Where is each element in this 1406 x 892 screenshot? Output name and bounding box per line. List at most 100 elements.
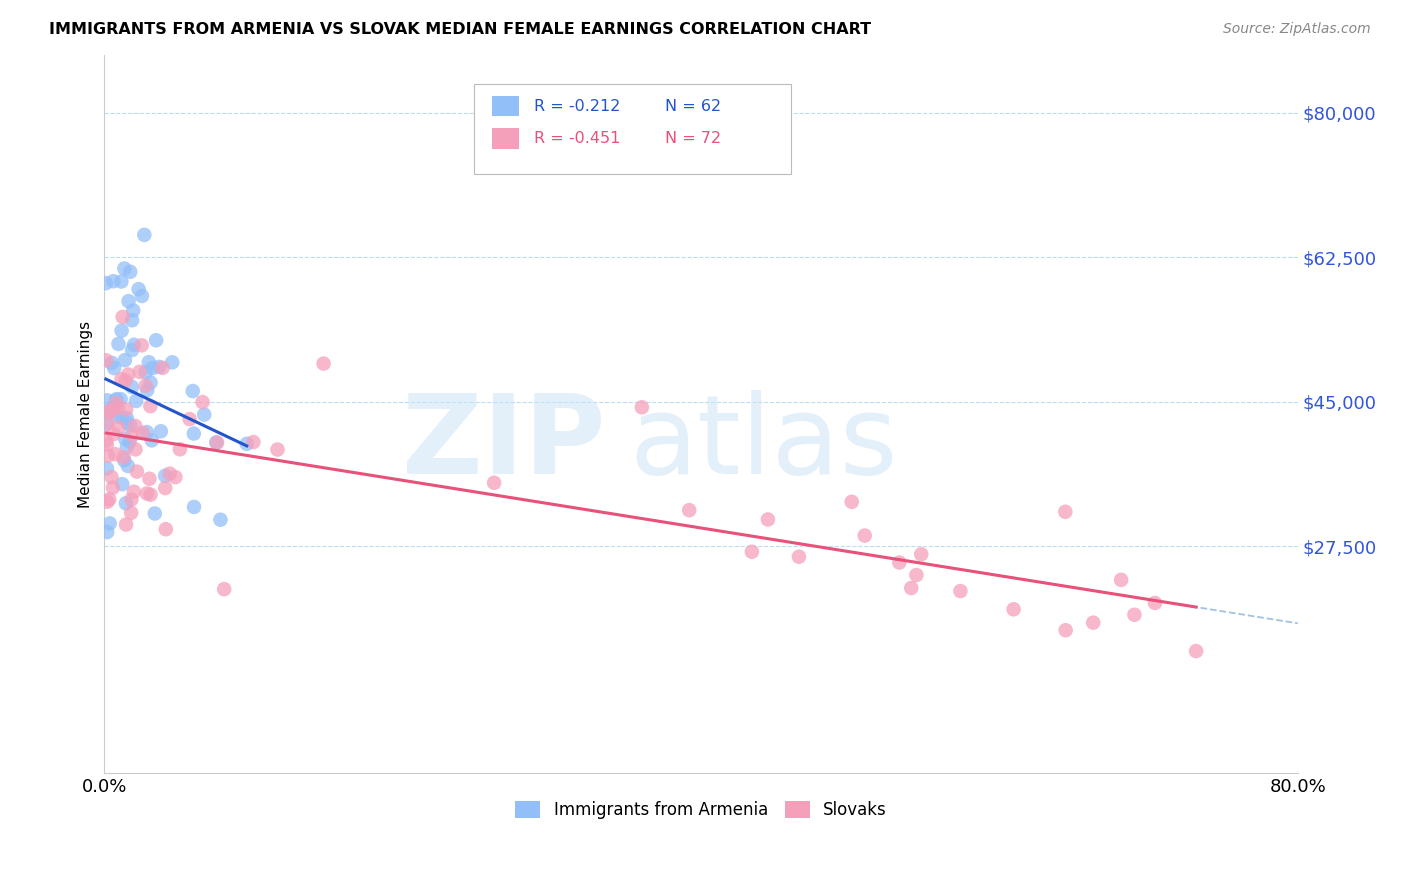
Point	[756, 512, 779, 526]
Point	[183, 500, 205, 514]
Point	[96, 525, 118, 540]
Point	[100, 404, 122, 418]
Point	[121, 428, 143, 442]
Point	[111, 477, 134, 491]
Point	[120, 492, 142, 507]
Point	[193, 408, 215, 422]
Point	[114, 353, 136, 368]
Point	[120, 506, 142, 520]
Point	[94, 276, 117, 290]
Point	[101, 356, 124, 370]
Point	[97, 405, 120, 419]
Point	[1185, 644, 1208, 658]
Point	[1054, 624, 1077, 638]
Point	[121, 313, 143, 327]
Point	[145, 333, 167, 347]
Point	[112, 450, 135, 465]
Point	[678, 503, 700, 517]
Y-axis label: Median Female Earnings: Median Female Earnings	[79, 321, 93, 508]
Point	[117, 294, 139, 309]
Point	[117, 368, 139, 382]
Point	[103, 427, 125, 442]
Point	[949, 584, 972, 599]
Point	[114, 374, 136, 388]
Point	[631, 401, 654, 415]
Point	[107, 421, 129, 435]
Point	[139, 376, 162, 390]
Point	[143, 507, 166, 521]
Point	[112, 261, 135, 276]
Legend: Immigrants from Armenia, Slovaks: Immigrants from Armenia, Slovaks	[509, 795, 893, 826]
Point	[110, 275, 132, 289]
Point	[266, 442, 288, 457]
Point	[94, 417, 117, 431]
FancyBboxPatch shape	[492, 96, 519, 116]
Point	[205, 435, 228, 450]
Point	[105, 396, 128, 410]
Point	[117, 416, 139, 430]
Point	[853, 528, 876, 542]
FancyBboxPatch shape	[474, 84, 790, 174]
Point	[148, 359, 170, 374]
Point	[111, 310, 134, 324]
Point	[134, 227, 156, 242]
Point	[105, 409, 128, 423]
Point	[115, 411, 138, 425]
Text: R = -0.212: R = -0.212	[534, 99, 620, 113]
Point	[101, 481, 124, 495]
Point	[149, 424, 172, 438]
Point	[120, 265, 142, 279]
Point	[482, 475, 505, 490]
Point	[112, 453, 135, 467]
Point	[100, 470, 122, 484]
Point	[121, 380, 143, 394]
Point	[115, 496, 138, 510]
Point	[118, 434, 141, 449]
Point	[312, 357, 335, 371]
Point	[128, 365, 150, 379]
Text: R = -0.451: R = -0.451	[534, 131, 620, 146]
Point	[105, 392, 128, 406]
Point	[179, 412, 201, 426]
Point	[104, 447, 127, 461]
Point	[153, 468, 176, 483]
Point	[152, 360, 174, 375]
Point	[98, 492, 121, 507]
Point	[155, 481, 177, 495]
Point	[141, 361, 163, 376]
Point	[1054, 505, 1077, 519]
Point	[242, 435, 264, 450]
Point	[905, 568, 928, 582]
Point	[96, 353, 118, 368]
Point	[125, 394, 148, 409]
Point	[141, 434, 163, 448]
Point	[1123, 607, 1146, 622]
Text: N = 62: N = 62	[665, 99, 721, 113]
Text: atlas: atlas	[630, 390, 898, 497]
Point	[94, 434, 117, 448]
Point	[107, 401, 129, 415]
Point	[122, 484, 145, 499]
Point	[98, 404, 121, 418]
Point	[98, 516, 121, 531]
Point	[1002, 602, 1025, 616]
Point	[97, 449, 120, 463]
Text: N = 72: N = 72	[665, 131, 721, 146]
Point	[1083, 615, 1105, 630]
Point	[135, 425, 157, 439]
Point	[96, 438, 118, 452]
Point	[107, 337, 129, 351]
Point	[96, 495, 118, 509]
Point	[122, 337, 145, 351]
Point	[135, 378, 157, 392]
Point	[138, 472, 160, 486]
Point	[131, 425, 153, 440]
Point	[103, 361, 125, 376]
Text: IMMIGRANTS FROM ARMENIA VS SLOVAK MEDIAN FEMALE EARNINGS CORRELATION CHART: IMMIGRANTS FROM ARMENIA VS SLOVAK MEDIAN…	[49, 22, 872, 37]
Point	[120, 418, 142, 433]
Point	[97, 416, 120, 430]
Point	[110, 372, 132, 386]
Point	[889, 556, 911, 570]
Point	[900, 581, 922, 595]
Point	[181, 384, 204, 398]
